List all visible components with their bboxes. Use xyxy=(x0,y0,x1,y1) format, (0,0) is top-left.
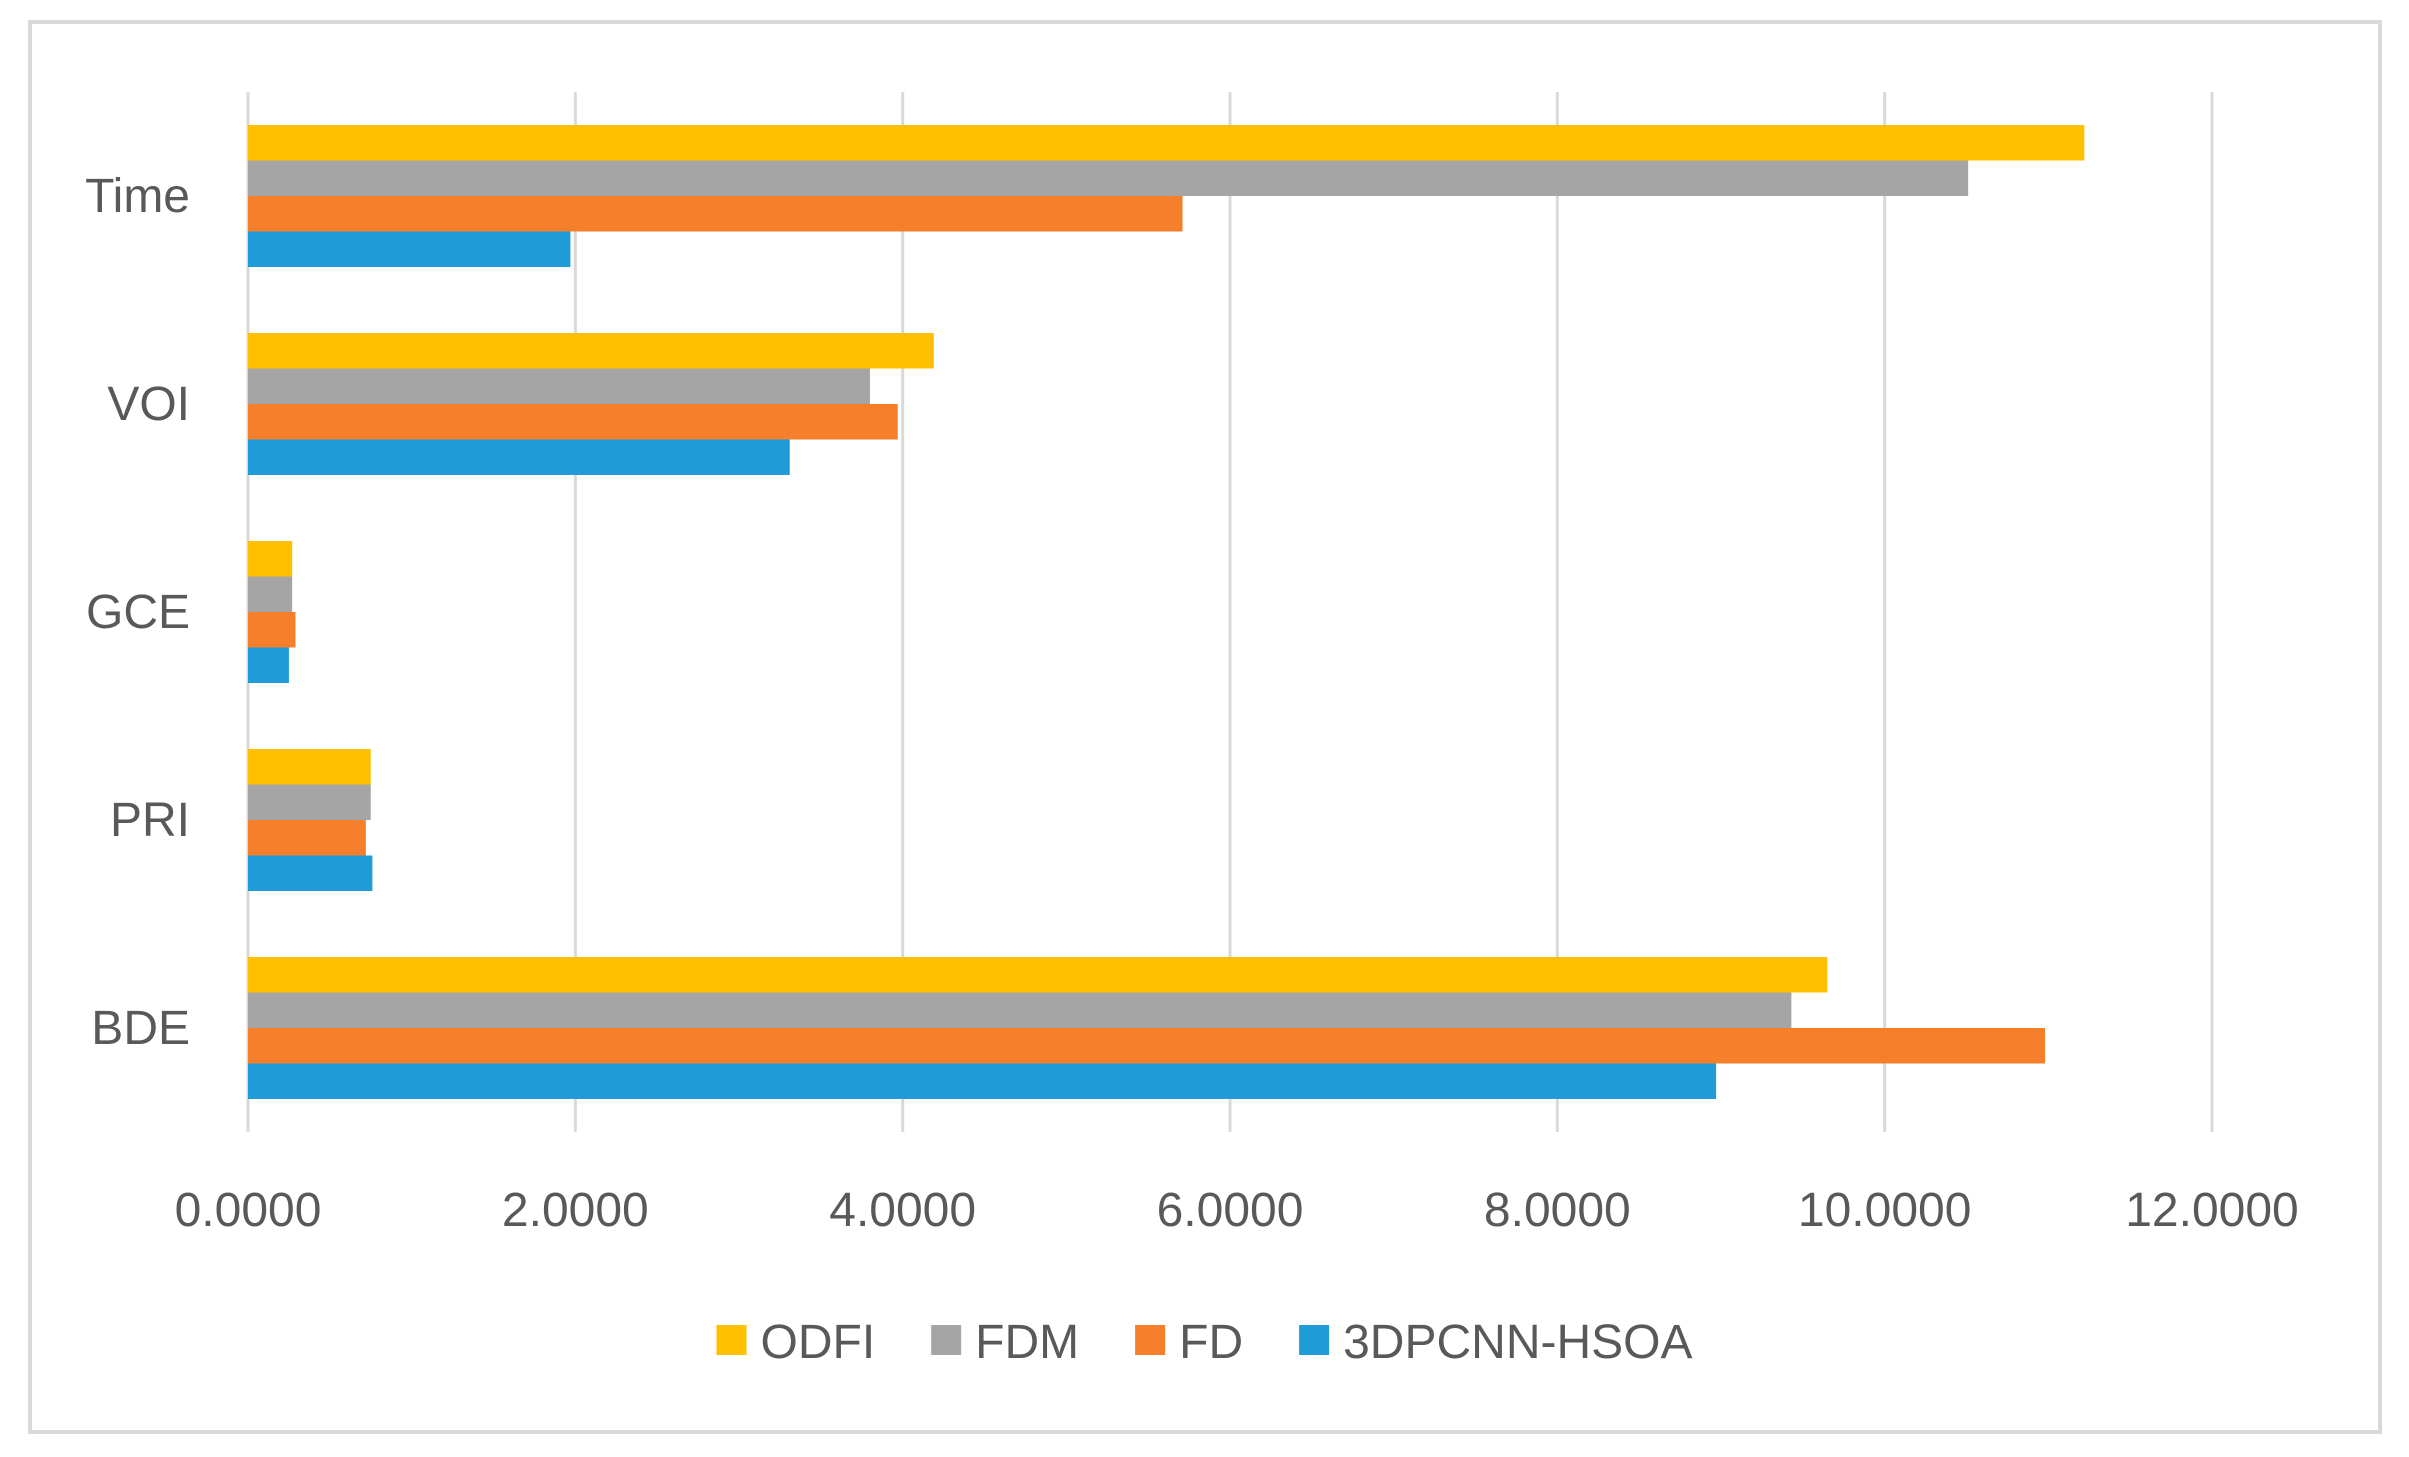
bar-bde-3dpcnn-hsoa xyxy=(248,1063,1717,1099)
bar-gce-fdm xyxy=(248,576,293,612)
bar-pri-fdm xyxy=(248,784,371,820)
x-tick-label-0-0000: 0.0000 xyxy=(175,1184,322,1237)
bar-pri-fd xyxy=(248,820,366,856)
legend-swatch-odfi xyxy=(716,1325,747,1355)
bar-pri-3dpcnn-hsoa xyxy=(248,855,373,891)
bar-voi-fdm xyxy=(248,368,870,404)
x-tick-label-10-0000: 10.0000 xyxy=(1798,1184,1972,1237)
bar-time-fdm xyxy=(248,160,1969,196)
bar-gce-3dpcnn-hsoa xyxy=(248,647,289,683)
legend-swatch-3dpcnn-hsoa xyxy=(1299,1325,1330,1355)
category-labels: BDE PRI GCE VOI Time xyxy=(85,170,190,1055)
bar-voi-fd xyxy=(248,404,898,440)
x-tick-labels: 0.0000 2.0000 4.0000 6.0000 8.0000 10.0000 12.… xyxy=(175,1184,2299,1237)
x-tick-label-6-0000: 6.0000 xyxy=(1157,1184,1304,1237)
bar-time-3dpcnn-hsoa xyxy=(248,231,571,267)
category-label-pri: PRI xyxy=(110,794,190,847)
bar-voi-odfi xyxy=(248,333,934,369)
x-tick-label-8-0000: 8.0000 xyxy=(1484,1184,1631,1237)
legend-label-odfi: ODFI xyxy=(761,1316,876,1369)
legend-label-3dpcnn-hsoa: 3DPCNN-HSOA xyxy=(1343,1316,1692,1369)
bars xyxy=(248,125,2085,1099)
x-tick-label-2-0000: 2.0000 xyxy=(502,1184,649,1237)
legend: ODFI FDM FD 3DPCNN-HSOA xyxy=(716,1316,1693,1369)
category-label-gce: GCE xyxy=(86,586,190,639)
bar-gce-fd xyxy=(248,612,296,648)
x-tick-label-12-0000: 12.0000 xyxy=(2125,1184,2299,1237)
bar-bde-fdm xyxy=(248,992,1792,1028)
category-label-time: Time xyxy=(85,170,190,223)
bar-voi-3dpcnn-hsoa xyxy=(248,439,790,475)
legend-swatch-fd xyxy=(1135,1325,1166,1355)
bar-bde-fd xyxy=(248,1028,2046,1064)
legend-label-fdm: FDM xyxy=(975,1316,1079,1369)
bar-bde-odfi xyxy=(248,957,1828,993)
x-tick-label-4-0000: 4.0000 xyxy=(829,1184,976,1237)
legend-label-fd: FD xyxy=(1179,1316,1243,1369)
bar-pri-odfi xyxy=(248,749,371,785)
bar-gce-odfi xyxy=(248,541,293,577)
category-label-voi: VOI xyxy=(107,378,190,431)
bar-time-fd xyxy=(248,196,1183,232)
legend-swatch-fdm xyxy=(931,1325,962,1355)
bar-time-odfi xyxy=(248,125,2085,161)
category-label-bde: BDE xyxy=(91,1002,190,1055)
